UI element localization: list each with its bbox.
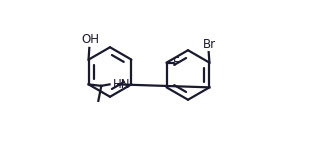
Text: Br: Br (203, 38, 216, 51)
Text: OH: OH (81, 33, 99, 46)
Text: F: F (173, 56, 180, 69)
Text: HN: HN (113, 78, 131, 91)
